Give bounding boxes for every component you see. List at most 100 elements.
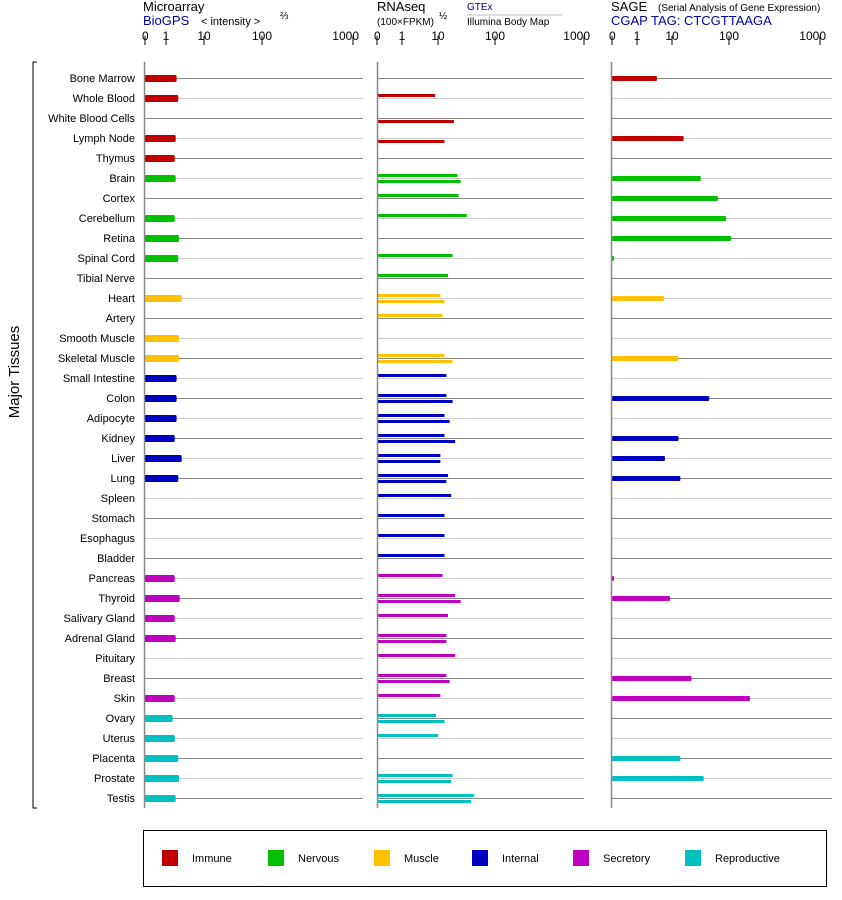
illumina-bar xyxy=(378,600,461,603)
sage-bar xyxy=(612,456,665,461)
legend-label-secretory: Secretory xyxy=(603,853,651,865)
sage-bar xyxy=(612,676,692,681)
illumina-bar xyxy=(378,720,445,723)
tissue-label: Pituitary xyxy=(95,653,135,665)
sage-bar xyxy=(612,776,704,781)
illumina-bar xyxy=(378,480,447,483)
sage-bar xyxy=(612,176,701,181)
tissue-label: Skeletal Muscle xyxy=(58,353,135,365)
tissue-label: Skin xyxy=(114,693,135,705)
rnaseq-tick-label: 1 xyxy=(399,29,406,43)
tissue-label: Stomach xyxy=(92,513,135,525)
microarray-bar xyxy=(144,455,182,462)
gtex-bar xyxy=(378,694,441,697)
sage-bar xyxy=(612,596,671,601)
legend-label-reproductive: Reproductive xyxy=(715,853,780,865)
tissue-label: Adipocyte xyxy=(87,413,135,425)
illumina-bar xyxy=(378,140,445,143)
gtex-bar xyxy=(378,94,436,97)
sage-tick-label: 0 xyxy=(609,29,616,43)
microarray-bar xyxy=(144,615,175,622)
sage-bar xyxy=(612,756,681,761)
illumina-bar xyxy=(378,640,447,643)
gtex-bar xyxy=(378,574,443,577)
sage-bar xyxy=(612,436,679,441)
tissue-label: Pancreas xyxy=(89,573,136,585)
illumina-bar xyxy=(378,460,441,463)
sage-bar xyxy=(612,216,727,221)
microarray-scale-exponent: ⅔ xyxy=(280,11,289,22)
gtex-link[interactable]: GTEx xyxy=(467,2,493,13)
sage-subtitle: (Serial Analysis of Gene Expression) xyxy=(658,3,820,14)
gtex-bar xyxy=(378,274,449,277)
rnaseq-tick-label: 10 xyxy=(431,29,445,43)
sage-bar xyxy=(612,696,750,701)
gtex-bar xyxy=(378,674,447,677)
tissue-label: Esophagus xyxy=(80,533,136,545)
gtex-bar xyxy=(378,634,447,637)
microarray-bar xyxy=(144,635,176,642)
biogps-link[interactable]: BioGPS xyxy=(143,13,190,28)
legend-swatch-secretory xyxy=(573,850,589,866)
sage-bar xyxy=(612,356,679,361)
tissue-label: Breast xyxy=(103,673,135,685)
tissue-label: Small Intestine xyxy=(63,373,135,385)
tissue-label: Tibial Nerve xyxy=(77,273,135,285)
microarray-bar xyxy=(144,135,176,142)
tissue-label: Ovary xyxy=(106,713,136,725)
illumina-bar xyxy=(378,180,461,183)
sage-tick-label: 10 xyxy=(665,29,679,43)
microarray-tick-label: 10 xyxy=(197,29,211,43)
legend-box xyxy=(143,830,827,887)
microarray-tick-label: 100 xyxy=(252,29,272,43)
microarray-bar xyxy=(144,175,176,182)
tissue-label: Spleen xyxy=(101,493,135,505)
sage-bar xyxy=(612,236,731,241)
tissue-label: Bone Marrow xyxy=(70,73,135,85)
tissue-label: Cerebellum xyxy=(79,213,135,225)
microarray-bar xyxy=(144,595,180,602)
legend-swatch-muscle xyxy=(374,850,390,866)
gtex-bar xyxy=(378,454,441,457)
tissue-label: Thymus xyxy=(96,153,136,165)
gtex-bar xyxy=(378,354,445,357)
y-axis-label: Major Tissues xyxy=(6,326,23,419)
microarray-bar xyxy=(144,415,177,422)
sage-bar xyxy=(612,196,718,201)
sage-bar xyxy=(612,576,614,581)
microarray-bar xyxy=(144,735,175,742)
illumina-label: Illumina Body Map xyxy=(467,17,550,28)
tissue-bracket xyxy=(32,61,37,809)
illumina-bar xyxy=(378,400,453,403)
rnaseq-tick-label: 1000 xyxy=(563,29,590,43)
tissue-label: Heart xyxy=(108,293,135,305)
microarray-bar xyxy=(144,395,177,402)
rnaseq-tick-label: 100 xyxy=(485,29,505,43)
rnaseq-scale-exponent: ½ xyxy=(439,11,448,22)
rnaseq-title: RNAseq xyxy=(377,0,425,14)
legend-label-muscle: Muscle xyxy=(404,853,439,865)
microarray-tick-label: 0 xyxy=(142,29,149,43)
microarray-bar xyxy=(144,335,180,342)
microarray-bar xyxy=(144,355,180,362)
rnaseq-tick-label: 0 xyxy=(374,29,381,43)
tissue-label: Placenta xyxy=(92,753,136,765)
legend-swatch-immune xyxy=(162,850,178,866)
rnaseq-scale-label: (100×FPKM) xyxy=(377,17,434,28)
illumina-bar xyxy=(378,120,454,123)
gtex-bar xyxy=(378,714,437,717)
illumina-bar xyxy=(378,680,450,683)
gtex-bar xyxy=(378,774,453,777)
sage-bar xyxy=(612,396,710,401)
sage-bar xyxy=(612,76,657,81)
gtex-bar xyxy=(378,174,458,177)
gtex-bar xyxy=(378,294,441,297)
microarray-bar xyxy=(144,435,175,442)
illumina-bar xyxy=(378,420,450,423)
tissue-label: Liver xyxy=(111,453,135,465)
illumina-bar xyxy=(378,360,453,363)
tissue-label: Adrenal Gland xyxy=(65,633,135,645)
microarray-bar xyxy=(144,795,176,802)
cgap-tag-link[interactable]: CGAP TAG: CTCGTTAAGA xyxy=(611,13,772,28)
